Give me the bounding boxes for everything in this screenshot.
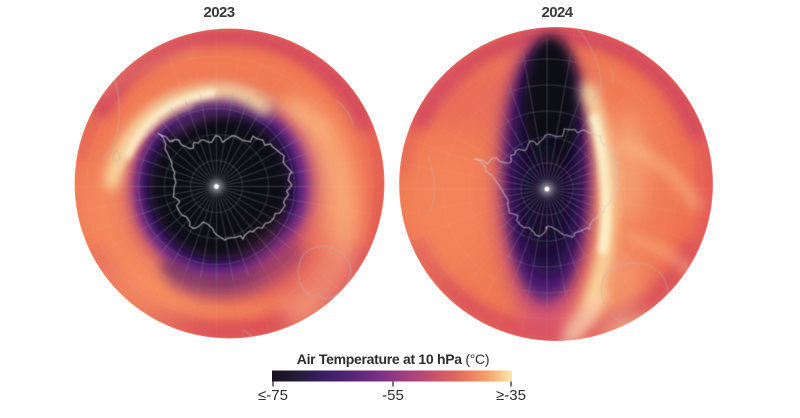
svg-text:2024: 2024 bbox=[542, 4, 574, 21]
svg-text:≥-35: ≥-35 bbox=[496, 387, 526, 404]
svg-text:-55: -55 bbox=[382, 387, 404, 404]
svg-text:2023: 2023 bbox=[204, 4, 235, 21]
svg-text:Air Temperature at 10 hPa (°C): Air Temperature at 10 hPa (°C) bbox=[297, 351, 489, 367]
svg-text:≤-75: ≤-75 bbox=[258, 387, 288, 404]
